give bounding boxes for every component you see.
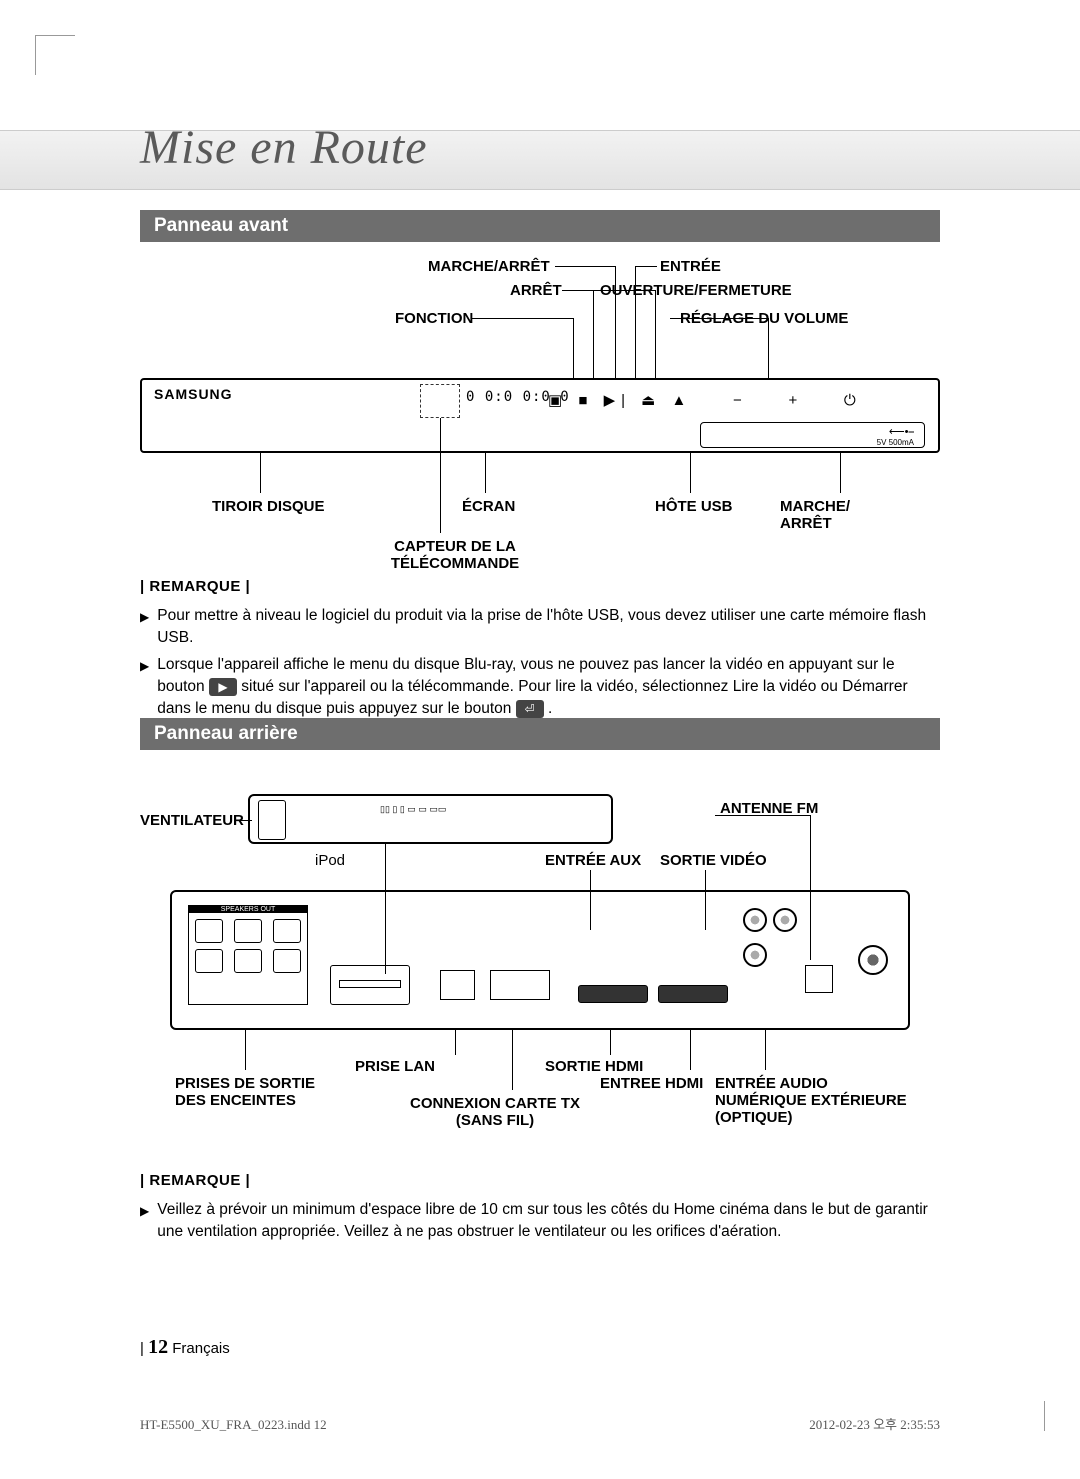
label-entree-aux: ENTRÉE AUX	[545, 852, 641, 869]
rear-top-unit: ▯▯ ▯ ▯ ▭ ▭ ▭▭	[248, 794, 613, 844]
disc-slot	[420, 384, 460, 418]
print-timestamp: 2012-02-23 오후 2:35:53	[809, 1414, 940, 1433]
usb-spec: 5V 500mA	[877, 438, 914, 447]
label-sortie-hdmi: SORTIE HDMI	[545, 1058, 643, 1075]
ipod-port	[330, 965, 410, 1005]
label-entree-hdmi: ENTREE HDMI	[600, 1075, 703, 1092]
speaker-outputs: SPEAKERS OUT	[188, 905, 308, 1005]
rear-mini-labels: ▯▯ ▯ ▯ ▭ ▭ ▭▭	[380, 804, 446, 815]
lan-port	[440, 970, 475, 1000]
label-tiroir: TIROIR DISQUE	[212, 498, 325, 515]
remarque-title-2: | REMARQUE |	[140, 1170, 940, 1191]
label-sortie-video: SORTIE VIDÉO	[660, 852, 767, 869]
bullet-text: Pour mettre à niveau le logiciel du prod…	[157, 605, 940, 648]
optical-port	[805, 965, 833, 993]
label-ecran: ÉCRAN	[462, 498, 515, 515]
label-ventilateur: VENTILATEUR	[140, 812, 244, 829]
crop-mark-right	[1044, 1401, 1045, 1431]
label-ipod: iPod	[315, 852, 345, 869]
text-part: .	[548, 700, 552, 717]
front-diagram: MARCHE/ARRÊT ARRÊT FONCTION ENTRÉE OUVER…	[140, 258, 940, 563]
brand-logo: SAMSUNG	[154, 386, 233, 402]
enter-icon: ⏎	[516, 700, 544, 718]
label-hote-usb: HÔTE USB	[655, 498, 733, 515]
rca-jacks	[740, 905, 800, 975]
bullet-1-2: ▶ Lorsque l'appareil affiche le menu du …	[140, 654, 940, 719]
label-capteur: CAPTEUR DE LA TÉLÉCOMMANDE	[385, 538, 525, 572]
triangle-icon: ▶	[140, 654, 149, 719]
label-entree-audio: ENTRÉE AUDIO NUMÉRIQUE EXTÉRIEURE (OPTIQ…	[715, 1075, 915, 1126]
remarque-title-1: | REMARQUE |	[140, 576, 940, 597]
hdmi-in	[658, 985, 728, 1003]
label-connexion: CONNEXION CARTE TX (SANS FIL)	[395, 1095, 595, 1129]
bullet-text: Lorsque l'appareil affiche le menu du di…	[157, 654, 940, 719]
section-rear-panel: Panneau arrière	[140, 718, 940, 750]
source-file: HT-E5500_XU_FRA_0223.indd 12	[140, 1417, 327, 1433]
bullet-2-1: ▶ Veillez à prévoir un minimum d'espace …	[140, 1199, 940, 1242]
wireless-port	[490, 970, 550, 1000]
hdmi-out	[578, 985, 648, 1003]
usb-icon: ⟵•⎯	[889, 425, 914, 439]
triangle-icon: ▶	[140, 1199, 149, 1242]
page-footer: | 12 Français	[140, 1336, 230, 1359]
label-prises-sortie: PRISES DE SORTIE DES ENCEINTES	[175, 1075, 340, 1109]
label-marche-arret: MARCHE/ARRÊT	[428, 258, 550, 275]
crop-mark	[35, 35, 75, 75]
remarque-block-2: | REMARQUE | ▶ Veillez à prévoir un mini…	[140, 1170, 940, 1248]
label-fonction: FONCTION	[395, 310, 473, 327]
bullet-1-1: ▶ Pour mettre à niveau le logiciel du pr…	[140, 605, 940, 648]
label-arret: ARRÊT	[510, 282, 562, 299]
bullet-text: Veillez à prévoir un minimum d'espace li…	[157, 1199, 940, 1242]
triangle-icon: ▶	[140, 605, 149, 648]
page-lang: Français	[172, 1340, 230, 1357]
label-prise-lan: PRISE LAN	[355, 1058, 435, 1075]
play-icon: ▶	[209, 678, 237, 696]
usb-port-box: ⟵•⎯ 5V 500mA	[700, 422, 925, 448]
fan-icon	[258, 800, 286, 840]
label-entree: ENTRÉE	[660, 258, 721, 275]
rear-diagram: VENTILATEUR ▯▯ ▯ ▯ ▭ ▭ ▭▭ ANTENNE FM iPo…	[140, 770, 940, 1120]
front-buttons: ▣ ■ ▶| ⏏ ▲ − + ⏻	[548, 391, 862, 409]
label-marche-arret-btn: MARCHE/ ARRÊT	[780, 498, 870, 532]
section-front-panel: Panneau avant	[140, 210, 940, 242]
page-number: 12	[148, 1336, 168, 1358]
remarque-block-1: | REMARQUE | ▶ Pour mettre à niveau le l…	[140, 576, 940, 725]
fm-antenna-port	[858, 945, 888, 975]
page-title: Mise en Route	[140, 120, 428, 175]
